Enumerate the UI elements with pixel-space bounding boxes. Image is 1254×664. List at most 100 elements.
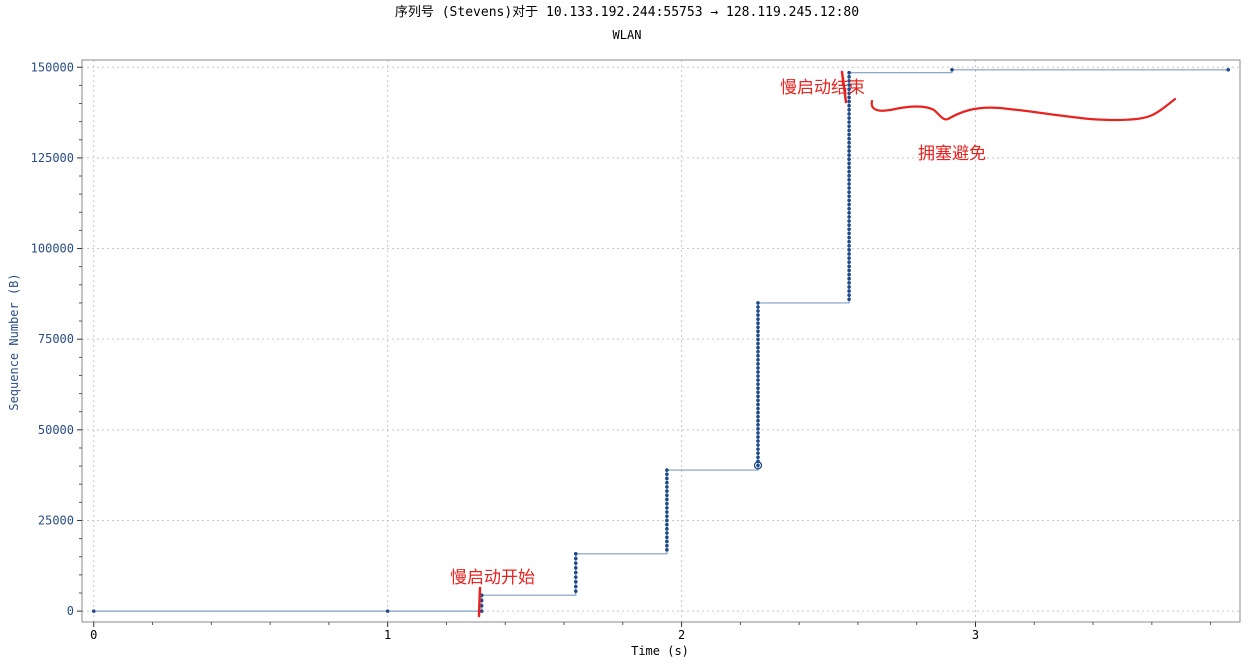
data-point: [573, 575, 578, 579]
slow-start-end-arrow: [840, 70, 848, 104]
data-point: [756, 374, 760, 378]
data-point: [756, 378, 760, 382]
data-point: [847, 243, 851, 248]
plot-frame: [81, 59, 1241, 623]
data-point: [847, 215, 851, 219]
data-point: [665, 535, 669, 540]
data-point: [573, 561, 578, 565]
data-point: [573, 584, 578, 589]
data-point: [847, 231, 851, 236]
data-point: [847, 169, 851, 174]
slow-start-begin-arrow: [477, 586, 482, 618]
data-point: [665, 522, 669, 527]
data-point: [847, 116, 851, 120]
data-point: [847, 260, 851, 265]
data-point: [847, 124, 851, 129]
data-point: [847, 289, 851, 293]
data-point: [756, 447, 760, 451]
data-point: [756, 402, 760, 407]
data-point: [756, 455, 760, 460]
data-point: [665, 489, 669, 493]
data-point: [847, 202, 851, 207]
data-point: [847, 83, 851, 87]
data-point: [756, 349, 760, 354]
data-point: [756, 451, 760, 455]
data-point: [847, 256, 851, 260]
annotation-congestion-avoidance: 拥塞避免: [918, 144, 986, 164]
data-point: [756, 427, 760, 431]
data-point: [847, 95, 851, 100]
data-point: [756, 386, 760, 391]
chart-title: 序列号 (Stevens)对于 10.133.192.244:55753 → 1…: [395, 5, 859, 20]
selected-point-marker: [753, 461, 763, 470]
sequence-step-path: [93, 69, 1229, 612]
x-tick-label: 3: [972, 628, 979, 642]
data-point: [665, 527, 669, 531]
data-point: [847, 70, 851, 75]
data-point: [847, 223, 851, 227]
data-point: [573, 589, 578, 593]
data-point: [847, 186, 851, 190]
data-point: [756, 337, 760, 342]
data-point: [756, 439, 760, 443]
data-point: [756, 305, 760, 309]
x-axis-label: Time (s): [631, 644, 689, 658]
data-point: [847, 276, 851, 281]
data-point: [847, 87, 851, 91]
data-point: [756, 317, 760, 321]
data-point: [847, 227, 851, 232]
data-point: [756, 463, 760, 468]
data-point: [756, 435, 760, 439]
data-point: [847, 268, 851, 273]
data-point: [847, 248, 851, 252]
data-point: [847, 103, 851, 108]
data-point: [479, 609, 484, 613]
data-point: [847, 178, 851, 182]
data-point: [847, 285, 851, 289]
axes: 0 25000 50000 75000 100000 125000 150000 0 1 2 3: [31, 59, 1241, 642]
data-point: [665, 493, 669, 498]
y-tick-label: 75000: [38, 332, 74, 346]
data-point: [665, 506, 669, 510]
data-point: [756, 406, 760, 411]
data-point: [756, 418, 760, 423]
data-point: [573, 580, 578, 584]
data-point: [665, 501, 669, 506]
data-point: [950, 67, 954, 72]
chart-subtitle: WLAN: [613, 28, 642, 42]
data-point: [665, 543, 669, 548]
data-point: [756, 345, 760, 350]
data-point: [847, 132, 851, 137]
data-points: [91, 67, 1231, 613]
data-point: [573, 570, 578, 575]
data-point: [573, 552, 578, 556]
data-point: [665, 480, 669, 485]
data-point: [573, 566, 578, 570]
data-point: [847, 153, 851, 157]
data-point: [847, 182, 851, 186]
data-point: [665, 539, 669, 544]
data-point: [847, 272, 851, 277]
data-point: [756, 321, 760, 326]
data-point: [756, 414, 760, 419]
data-point: [756, 341, 760, 346]
data-point: [756, 390, 760, 395]
data-point: [847, 107, 851, 112]
data-point: [665, 472, 669, 477]
data-point: [573, 556, 578, 561]
data-point: [847, 79, 851, 83]
annotation-slow-start-end: 慢启动结束: [780, 77, 865, 98]
data-point: [847, 161, 851, 166]
data-point: [847, 99, 851, 104]
data-point: [756, 394, 760, 399]
data-point: [756, 301, 760, 305]
data-point: [847, 198, 851, 203]
data-point: [847, 120, 851, 124]
data-point: [756, 431, 760, 435]
data-point: [847, 165, 851, 170]
y-tick-label: 150000: [31, 60, 74, 74]
data-point: [847, 206, 851, 211]
data-point: [756, 353, 760, 358]
data-point: [847, 112, 851, 116]
